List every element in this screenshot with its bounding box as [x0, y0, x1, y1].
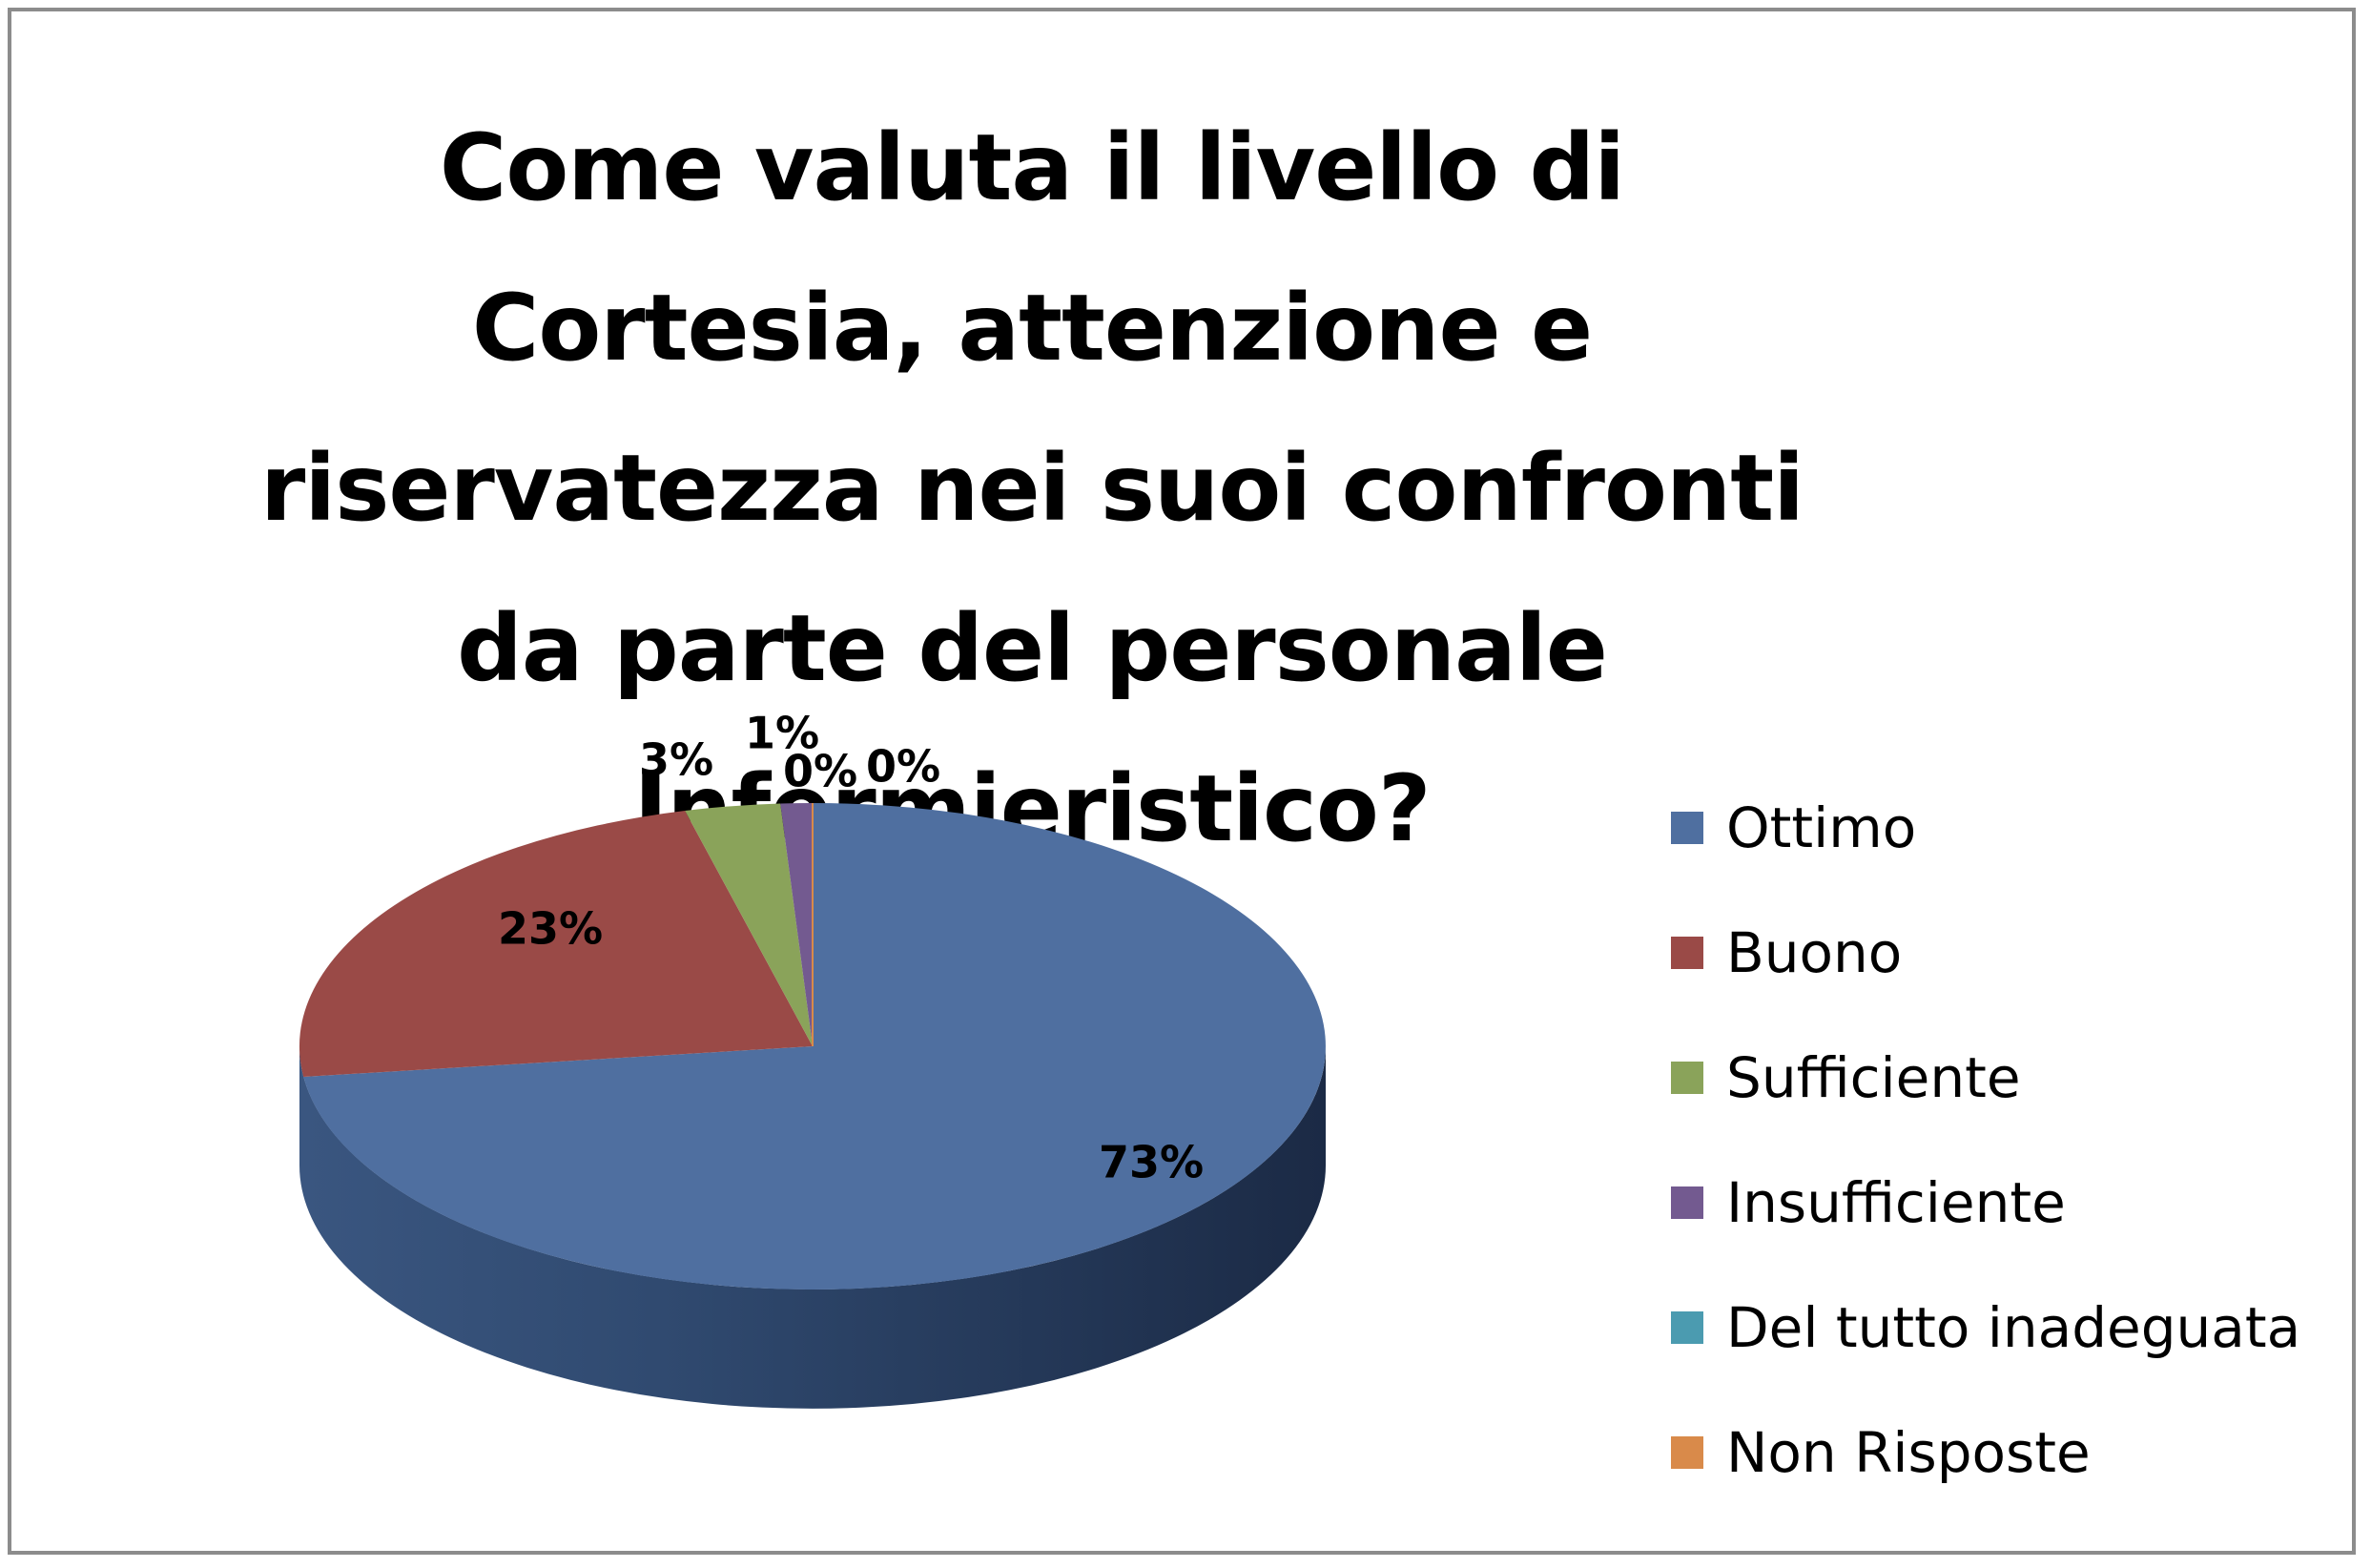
legend-swatch	[1671, 1186, 1703, 1219]
legend-item-sufficiente: Sufficiente	[1671, 1015, 2339, 1140]
legend-item-buono: Buono	[1671, 890, 2339, 1015]
legend-label: Insufficiente	[1726, 1169, 2066, 1235]
data-label-buono: 23%	[498, 903, 603, 955]
legend-swatch	[1671, 1061, 1703, 1094]
pie-slice-insufficiente	[780, 803, 813, 1046]
legend-swatch	[1671, 936, 1703, 969]
data-label-del-tutto-inadeguata: 0%	[783, 746, 857, 797]
pie-slice-ottimo	[303, 803, 1326, 1290]
legend-swatch	[1671, 1310, 1703, 1344]
data-label-ottimo: 73%	[1099, 1137, 1204, 1188]
legend-label: Sufficiente	[1726, 1044, 2021, 1110]
legend-item-insufficiente: Insufficiente	[1671, 1140, 2339, 1265]
chart-legend: Ottimo Buono Sufficiente Insufficiente Del t…	[1671, 765, 2339, 1515]
legend-item-del-tutto-inadeguata: Del tutto inadeguata	[1671, 1265, 2339, 1390]
legend-swatch	[1671, 1435, 1703, 1469]
pie-labels-group: 73%23%3%1%0% 0%	[498, 708, 1204, 1188]
data-label-non-risposte: 0%	[866, 741, 940, 793]
pie-side-group	[299, 1046, 1326, 1409]
chart-frame: Come valuta il livello di Cortesia, atte…	[8, 8, 2356, 1555]
legend-label: Buono	[1726, 919, 1903, 985]
pie-slice-buono	[299, 811, 813, 1077]
data-label-sufficiente: 3%	[639, 734, 713, 786]
pie-plot: 73%23%3%1%0% 0%	[299, 708, 1326, 1409]
pie-slice-sufficiente	[685, 803, 813, 1046]
legend-item-ottimo: Ottimo	[1671, 765, 2339, 890]
legend-swatch	[1671, 811, 1703, 844]
legend-label: Ottimo	[1726, 794, 1917, 860]
data-label-insufficiente: 1%	[745, 708, 819, 759]
legend-label: Non Risposte	[1726, 1419, 2091, 1485]
legend-label: Del tutto inadeguata	[1726, 1294, 2301, 1360]
pie-side-wall	[299, 1046, 1326, 1409]
pie-top-group	[299, 803, 1326, 1290]
legend-item-non-risposte: Non Risposte	[1671, 1390, 2339, 1515]
